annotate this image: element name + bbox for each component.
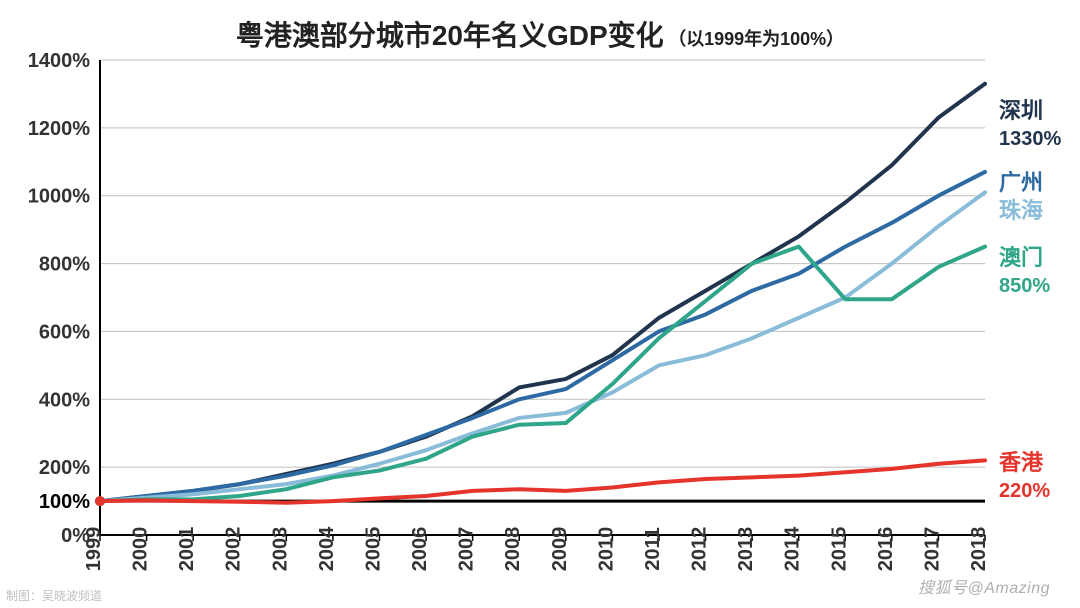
series-end-label: 深圳 bbox=[999, 98, 1043, 123]
y-tick-label: 1000% bbox=[28, 186, 90, 208]
x-tick-label: 2017 bbox=[921, 527, 943, 572]
y-tick-label: 1200% bbox=[28, 118, 90, 140]
x-tick-label: 2007 bbox=[456, 527, 478, 572]
y-tick-label: 200% bbox=[39, 457, 90, 479]
series-end-value: 1330% bbox=[999, 128, 1061, 150]
y-tick-label: 600% bbox=[39, 321, 90, 343]
chart-container: 粤港澳部分城市20年名义GDP变化 （以1999年为100%） 0%200%40… bbox=[0, 0, 1080, 608]
x-tick-label: 2000 bbox=[130, 527, 152, 572]
baseline-label: 100% bbox=[39, 491, 90, 513]
x-tick-label: 2008 bbox=[502, 527, 524, 572]
series-end-label: 广州 bbox=[999, 170, 1043, 195]
x-tick-label: 2001 bbox=[176, 527, 198, 572]
x-tick-label: 2005 bbox=[362, 527, 384, 572]
x-tick-label: 2003 bbox=[269, 527, 291, 572]
series-end-value: 220% bbox=[999, 480, 1050, 502]
x-tick-label: 2002 bbox=[223, 527, 245, 572]
series-end-label: 澳门 bbox=[999, 245, 1043, 270]
x-tick-label: 2009 bbox=[549, 527, 571, 572]
x-tick-label: 2015 bbox=[828, 527, 850, 572]
chart-svg: 0%200%400%600%800%1000%1200%1400%100%199… bbox=[0, 0, 1080, 608]
chart-title: 粤港澳部分城市20年名义GDP变化 （以1999年为100%） bbox=[0, 14, 1080, 54]
series-line-澳门 bbox=[100, 247, 985, 501]
series-end-value: 850% bbox=[999, 275, 1050, 297]
x-tick-label: 2011 bbox=[642, 527, 664, 570]
x-tick-label: 2018 bbox=[968, 527, 990, 572]
x-tick-label: 2004 bbox=[316, 526, 338, 571]
title-main: 粤港澳部分城市20年名义GDP变化 bbox=[236, 20, 664, 51]
x-tick-label: 2006 bbox=[409, 527, 431, 572]
title-sub: （以1999年为100%） bbox=[668, 29, 844, 49]
series-line-广州 bbox=[100, 172, 985, 501]
series-end-label: 珠海 bbox=[999, 198, 1043, 223]
x-tick-label: 2012 bbox=[689, 527, 711, 572]
y-tick-label: 400% bbox=[39, 389, 90, 411]
x-tick-label: 1999 bbox=[83, 527, 105, 572]
credit-text: 制图：吴晓波频道 bbox=[6, 587, 102, 604]
x-tick-label: 2014 bbox=[782, 526, 804, 571]
start-marker bbox=[95, 496, 105, 506]
x-tick-label: 2016 bbox=[875, 527, 897, 572]
series-end-label: 香港 bbox=[999, 450, 1044, 475]
x-tick-label: 2013 bbox=[735, 527, 757, 572]
y-tick-label: 800% bbox=[39, 254, 90, 276]
x-tick-label: 2010 bbox=[595, 527, 617, 572]
series-line-珠海 bbox=[100, 192, 985, 501]
